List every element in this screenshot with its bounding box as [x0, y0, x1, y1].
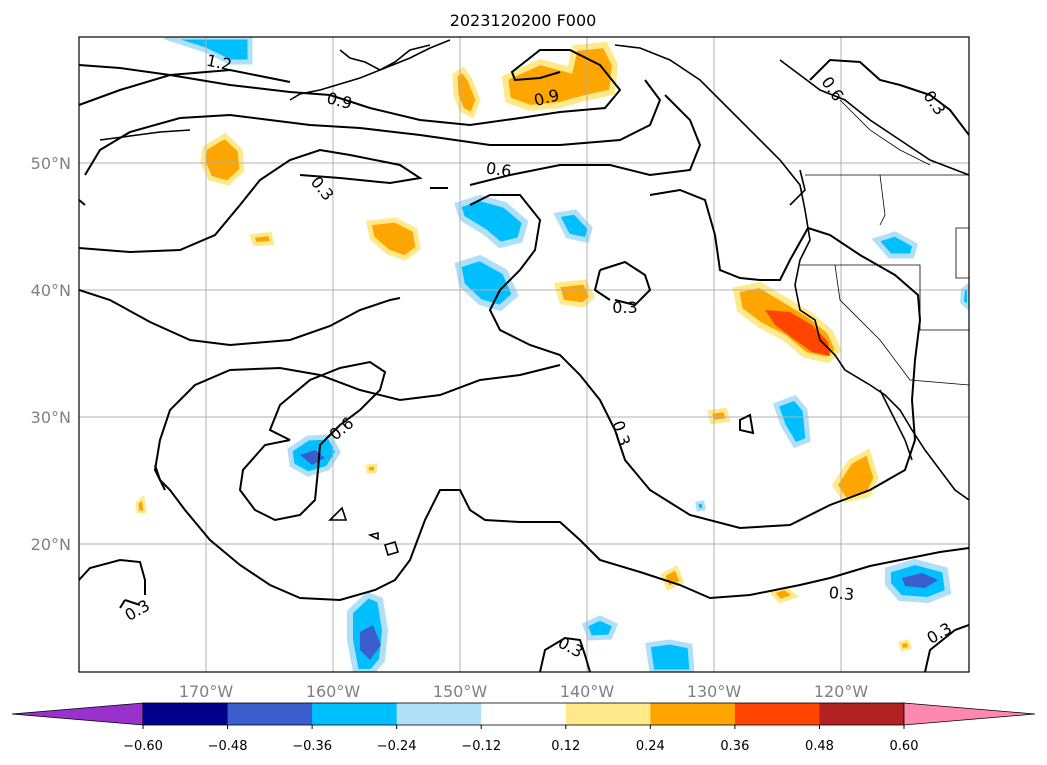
contour-lines: [79, 49, 969, 672]
contour-label: 1.2: [205, 51, 234, 75]
lat-label: 40°N: [31, 281, 71, 300]
lon-label: 170°W: [179, 682, 234, 701]
shade-negative: [454, 194, 529, 249]
colorbar-tick-label: 0.36: [720, 739, 749, 754]
shade-negative: [581, 615, 619, 641]
shade-negative: [553, 209, 593, 243]
shade-negative: [959, 282, 969, 311]
shade-negative: [164, 37, 253, 65]
map-title: 2023120200 F000: [450, 11, 597, 30]
shade-strong-negative: [360, 625, 381, 660]
lon-label: 140°W: [560, 682, 615, 701]
colorbar-tick-label: 0.24: [636, 739, 665, 754]
colorbar-cell: [650, 703, 736, 725]
lon-label: 130°W: [687, 682, 742, 701]
lat-label: 30°N: [31, 408, 71, 427]
shade-positive: [135, 495, 147, 514]
lon-label: 160°W: [306, 682, 361, 701]
shade-negative: [454, 254, 519, 312]
shade-negative: [772, 395, 811, 449]
colorbar-cell: [143, 703, 229, 725]
colorbar-tick-label: 0.12: [551, 739, 580, 754]
hawaii-islands: [328, 506, 399, 556]
coastlines: [99, 39, 969, 501]
shade-positive: [707, 407, 731, 425]
colorbar-cell: [227, 703, 313, 725]
longitude-labels: 170°W 160°W 150°W 140°W 130°W 120°W: [179, 682, 869, 701]
lon-label: 120°W: [814, 682, 869, 701]
contour-label: 0.6: [485, 158, 513, 180]
colorbar-cell: [396, 703, 482, 725]
colorbar-cell: [819, 703, 905, 725]
shade-positive: [660, 565, 685, 591]
shade-positive: [200, 132, 245, 186]
colorbar-tick-label: 0.60: [890, 739, 919, 754]
lat-label: 20°N: [31, 535, 71, 554]
shade-positive: [452, 66, 481, 119]
shade-strong-negative: [902, 573, 938, 588]
political-borders: [800, 99, 969, 386]
gridlines: [79, 37, 969, 672]
colorbar-cell: [312, 703, 398, 725]
colorbar-tick-label: −0.24: [377, 739, 417, 754]
colorbar-cell: [481, 703, 567, 725]
contour-label: 0.3: [612, 298, 637, 317]
shade-negative: [871, 231, 918, 259]
colorbar-cell: [734, 703, 820, 725]
shade-positive: [898, 639, 912, 652]
colorbar-extend-left: [11, 702, 144, 726]
shade-strong-positive: [765, 310, 830, 356]
shade-positive: [366, 217, 421, 261]
colorbar-tick-label: −0.36: [292, 739, 332, 754]
colorbar-tick-label: 0.48: [805, 739, 834, 754]
shade-positive: [365, 463, 378, 474]
shade-positive: [249, 231, 275, 247]
lon-label: 150°W: [433, 682, 488, 701]
contour-label: 0.3: [828, 583, 855, 604]
shade-negative: [695, 500, 706, 512]
colorbar: −0.60 −0.48 −0.36 −0.24 −0.12 0.12 0.24 0.36 0.4…: [11, 702, 1036, 754]
colorbar-tick-label: −0.48: [208, 739, 248, 754]
colorbar-tick-label: −0.60: [123, 739, 163, 754]
lat-label: 50°N: [31, 154, 71, 173]
shade-negative: [645, 639, 695, 672]
map-frame: [78, 36, 970, 673]
latitude-labels: 50°N 40°N 30°N 20°N: [31, 154, 71, 554]
colorbar-extend-right: [903, 702, 1036, 726]
colorbar-cell: [565, 703, 651, 725]
colorbar-tick-label: −0.12: [461, 739, 501, 754]
